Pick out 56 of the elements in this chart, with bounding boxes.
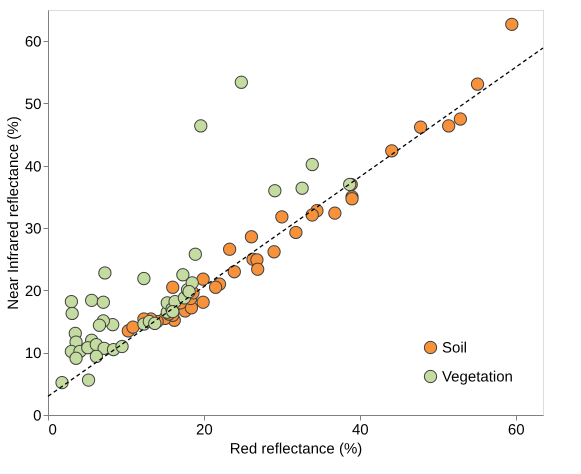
point: [251, 262, 264, 276]
point: [115, 340, 129, 354]
point: [90, 350, 103, 364]
point: [454, 112, 467, 126]
point: [414, 120, 428, 134]
point: [289, 226, 303, 240]
y-tick-label: 60: [24, 34, 42, 51]
y-tick-label: 10: [24, 345, 42, 362]
point: [296, 182, 309, 195]
point: [188, 248, 202, 261]
y-tick-label: 50: [24, 96, 42, 113]
point: [176, 268, 190, 282]
x-tick-label: 0: [48, 422, 57, 438]
point: [66, 306, 79, 320]
point: [148, 316, 162, 330]
point: [64, 294, 78, 308]
point: [166, 304, 180, 318]
point: [234, 76, 248, 89]
point: [306, 158, 319, 172]
y-tick-label: 20: [24, 282, 42, 300]
x-tick-label: 40: [352, 422, 369, 438]
point: [126, 320, 140, 334]
point: [275, 210, 288, 224]
point: [196, 272, 210, 286]
point: [306, 208, 319, 222]
point: [98, 266, 112, 280]
y-axis-title: Near Infrared reflectance (%): [4, 116, 22, 310]
point: [223, 242, 236, 256]
point: [194, 119, 208, 133]
legend-label: Vegetation: [442, 368, 513, 386]
point: [385, 144, 398, 158]
y-tick-label: 0: [33, 408, 42, 424]
point: [196, 296, 210, 309]
point: [92, 318, 106, 332]
x-tick-label: 20: [196, 422, 213, 438]
point: [442, 119, 456, 133]
x-axis-title: Red reflectance (%): [230, 440, 362, 458]
point: [82, 373, 96, 387]
point: [228, 265, 241, 278]
point: [69, 352, 83, 365]
point: [268, 184, 282, 198]
point: [267, 245, 281, 258]
y-tick-label: 30: [24, 220, 42, 238]
point: [166, 280, 180, 294]
x-tick-label: 60: [508, 422, 525, 438]
y-tick-label: 40: [24, 158, 42, 176]
point: [55, 376, 69, 390]
point: [328, 206, 342, 220]
point: [505, 18, 518, 31]
point: [96, 296, 110, 309]
point: [137, 272, 151, 286]
point: [470, 78, 484, 91]
legend-label: Soil: [442, 340, 468, 356]
point: [85, 294, 98, 307]
point: [244, 230, 258, 244]
point: [208, 280, 222, 294]
